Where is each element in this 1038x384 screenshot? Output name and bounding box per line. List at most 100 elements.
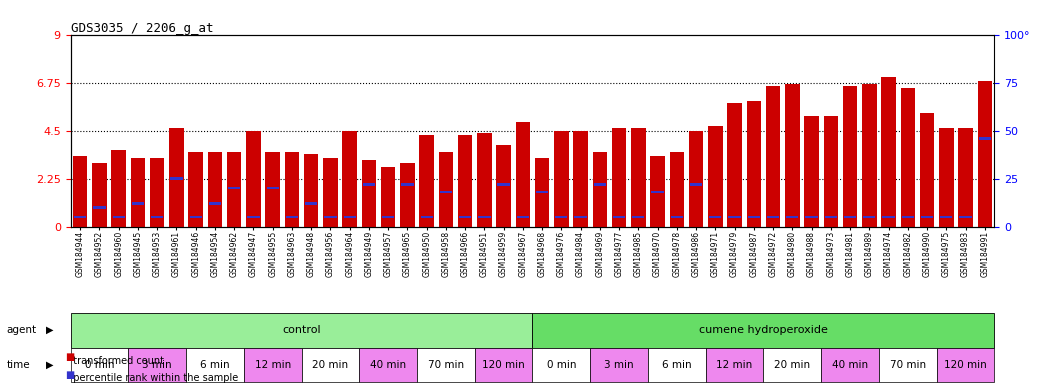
Bar [632,216,645,218]
Bar [169,128,184,227]
Text: GDS3035 / 2206_g_at: GDS3035 / 2206_g_at [71,22,213,35]
Bar [497,183,510,185]
Bar [323,158,337,227]
Bar [882,216,895,218]
Bar [440,191,452,193]
Bar [824,216,837,218]
Bar [555,216,568,218]
Bar [728,103,742,227]
Bar [361,161,376,227]
Bar [670,152,684,227]
Bar [823,116,838,227]
Bar [958,128,973,227]
Bar [651,156,664,227]
Bar [785,84,799,227]
Text: 20 min: 20 min [312,360,349,370]
Bar [129,348,186,382]
Bar [805,216,818,218]
Bar [111,150,126,227]
Bar [767,216,780,218]
Bar [821,348,879,382]
Bar [420,216,433,218]
Text: 70 min: 70 min [890,360,926,370]
Text: ■: ■ [65,370,75,380]
Bar [228,187,241,189]
Text: ■: ■ [65,353,75,362]
Text: time: time [6,360,30,370]
Bar [766,86,781,227]
Text: transformed count: transformed count [67,356,164,366]
Bar [439,152,454,227]
Text: 40 min: 40 min [371,360,406,370]
Bar [359,348,417,382]
Text: 0 min: 0 min [547,360,576,370]
Bar [382,216,394,218]
Bar [920,114,934,227]
Bar [247,216,260,218]
Text: 0 min: 0 min [85,360,114,370]
Bar [746,101,761,227]
Text: 3 min: 3 min [142,360,172,370]
Bar [305,202,318,205]
Bar [324,216,336,218]
Bar [574,216,586,218]
Bar [496,146,511,227]
Text: 6 min: 6 min [662,360,691,370]
Bar [343,131,357,227]
Text: 120 min: 120 min [945,360,987,370]
Bar [516,122,530,227]
Bar [902,216,913,218]
Bar [591,348,648,382]
Bar [936,348,994,382]
Bar [844,216,856,218]
Bar [979,137,991,139]
Bar [301,348,359,382]
Bar [419,135,434,227]
Bar [93,206,106,209]
Bar [402,183,413,185]
Bar [152,216,163,218]
Bar [71,348,129,382]
Bar [940,216,953,218]
Bar [186,348,244,382]
Bar [189,152,202,227]
Bar [843,86,857,227]
Text: agent: agent [6,325,36,335]
Bar [517,216,529,218]
Bar [901,88,916,227]
Bar [879,348,936,382]
Bar [459,216,471,218]
Bar [112,216,125,218]
Bar [593,152,607,227]
Bar [267,187,279,189]
Bar [631,128,646,227]
Bar [532,348,591,382]
Bar [709,216,721,218]
Bar [613,216,625,218]
Bar [92,162,107,227]
Bar [132,202,144,205]
Text: control: control [282,325,321,335]
Text: 120 min: 120 min [483,360,525,370]
Bar [479,216,491,218]
Bar [266,152,280,227]
Bar [209,202,221,205]
Bar [477,133,492,227]
Bar [401,162,414,227]
Bar [863,84,876,227]
Bar [554,131,569,227]
Bar [362,183,375,185]
Bar [535,158,549,227]
Bar [74,216,86,218]
Bar [804,116,819,227]
Bar [573,131,588,227]
Text: 6 min: 6 min [200,360,229,370]
Bar [594,183,606,185]
Bar [729,216,741,218]
Text: percentile rank within the sample: percentile rank within the sample [67,373,239,383]
Bar [763,348,821,382]
Text: ▶: ▶ [46,360,54,370]
Bar [881,77,896,227]
Bar [706,348,763,382]
Bar [611,128,626,227]
